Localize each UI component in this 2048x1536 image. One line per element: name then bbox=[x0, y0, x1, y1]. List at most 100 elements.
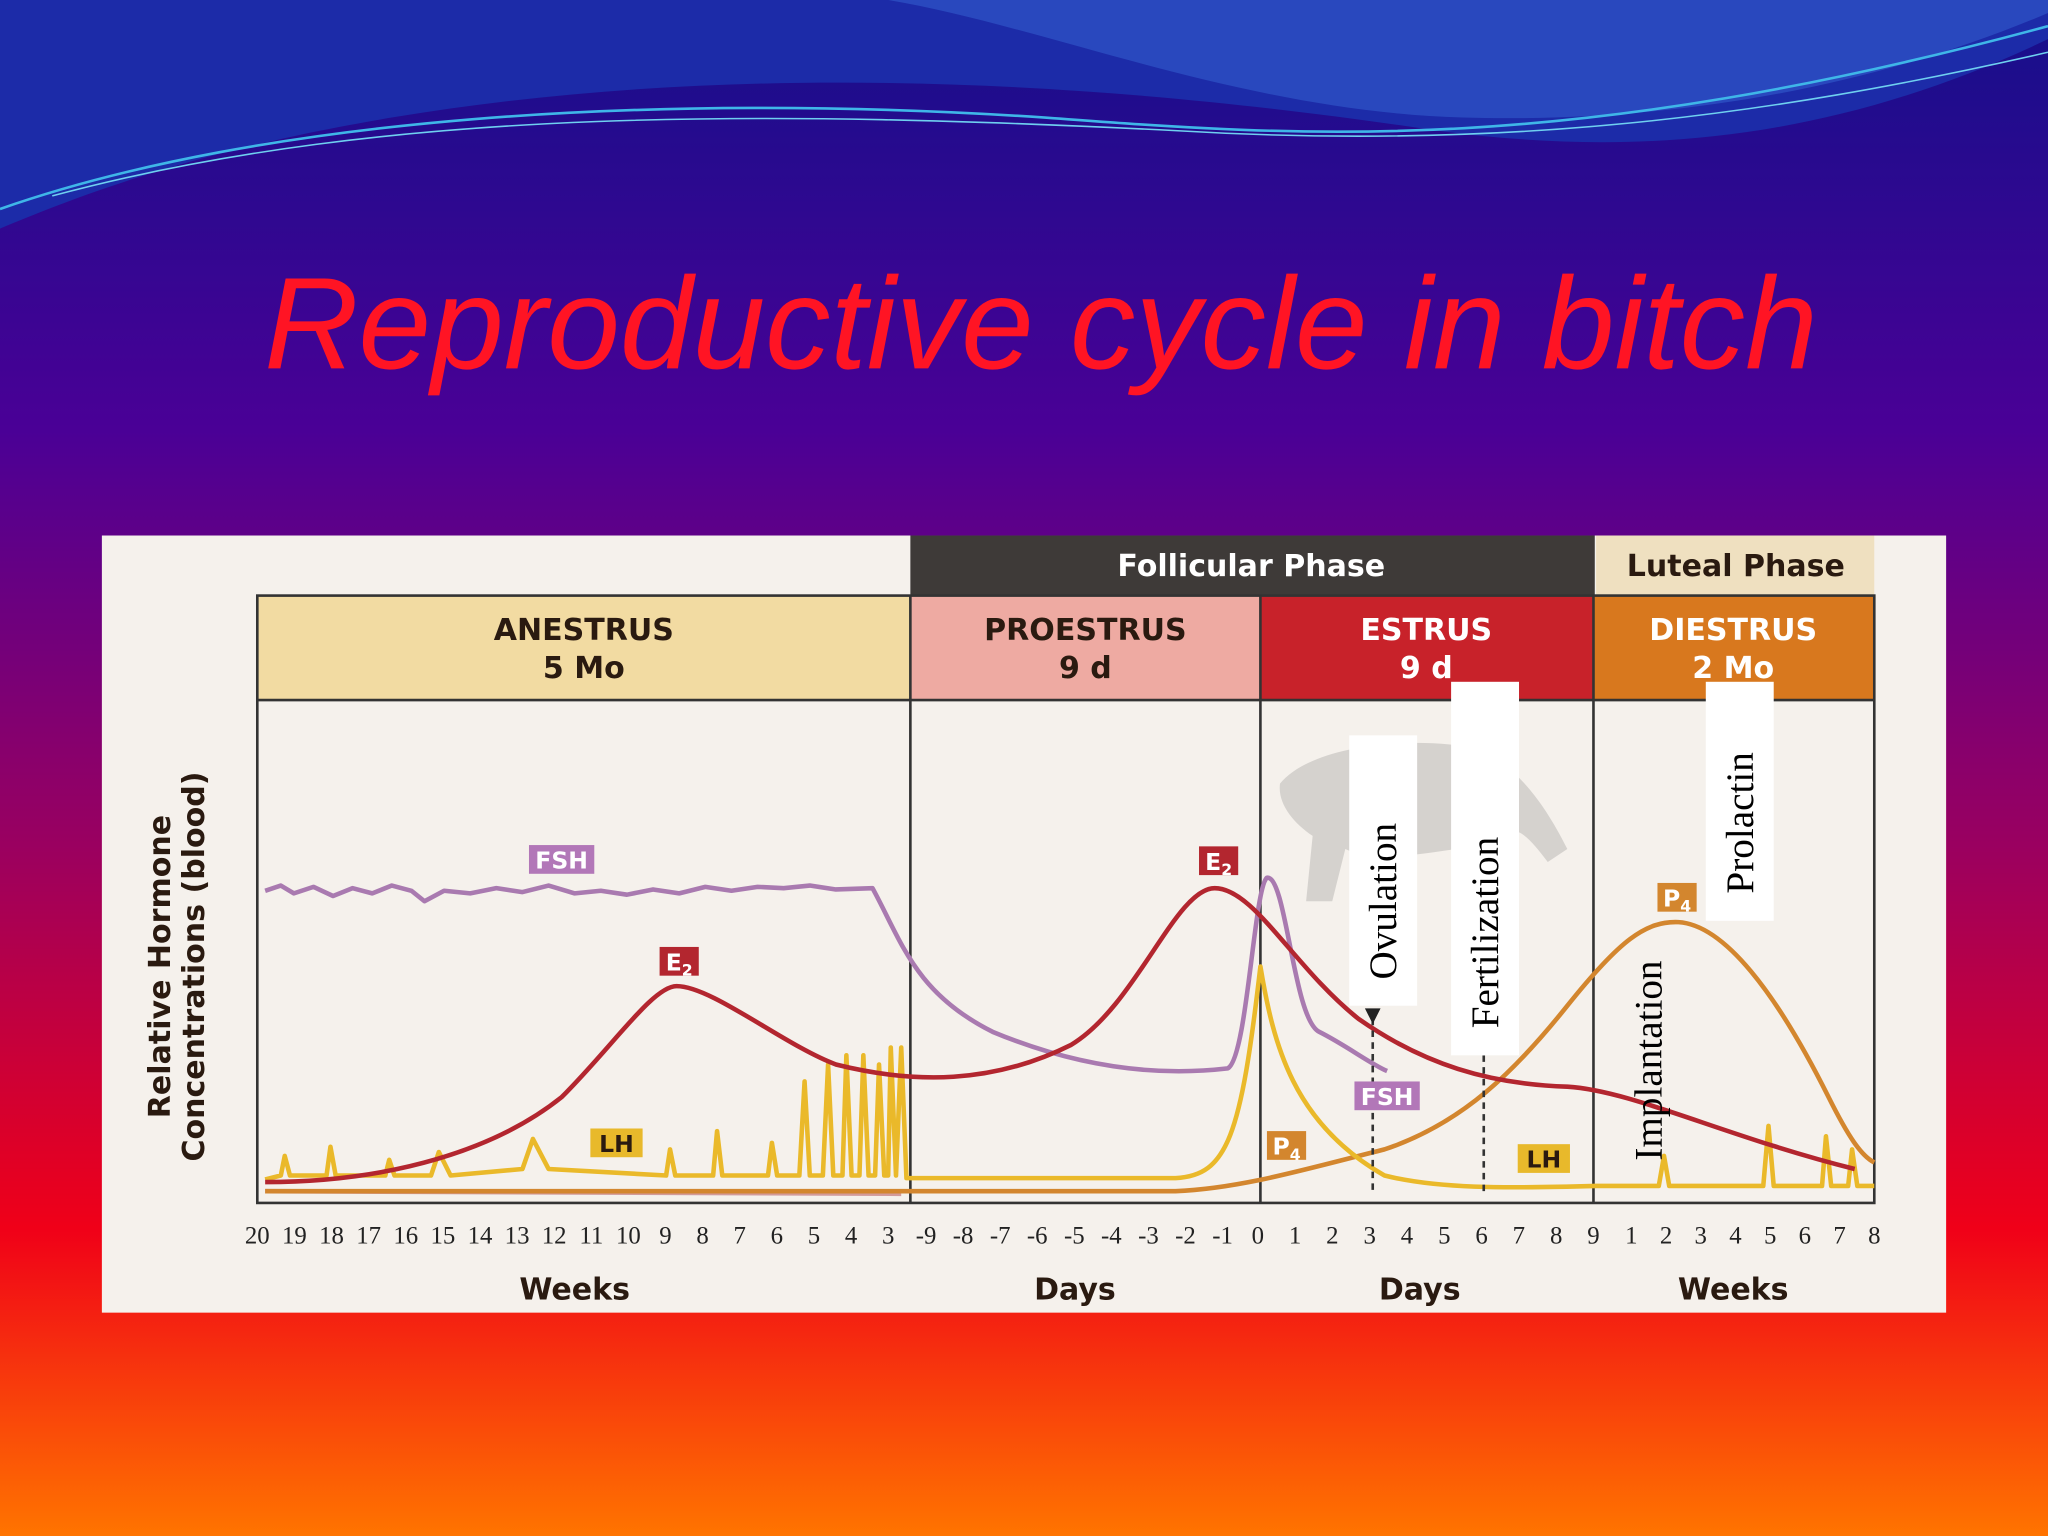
hormone-label: FSH bbox=[1361, 1083, 1414, 1111]
phase-label: Luteal Phase bbox=[1627, 549, 1845, 584]
tick-label: 19 bbox=[282, 1222, 307, 1249]
tick-label: 11 bbox=[579, 1222, 603, 1249]
tick-label: 16 bbox=[393, 1222, 418, 1249]
tick-label: 15 bbox=[430, 1222, 455, 1249]
hormone-tag bbox=[528, 845, 595, 874]
tick-label: 12 bbox=[542, 1222, 567, 1249]
figure: Follicular Phase Luteal Phase ANESTRUS5 … bbox=[101, 535, 1947, 1313]
annotation: Implantation bbox=[1627, 960, 1670, 1160]
hormone-label: LH bbox=[599, 1130, 634, 1158]
annotation-box bbox=[1705, 681, 1774, 921]
tick-label: 18 bbox=[319, 1222, 344, 1249]
stage-duration: 9 d bbox=[1400, 651, 1453, 686]
stage-name: DIESTRUS bbox=[1649, 613, 1817, 648]
hormone-subscript: 2 bbox=[1221, 860, 1232, 879]
annotation-box bbox=[1451, 681, 1520, 1056]
tick-label: 13 bbox=[505, 1222, 530, 1249]
hormone-name: P bbox=[1663, 884, 1680, 912]
annotation: Prolactin bbox=[1719, 752, 1762, 893]
phase-label: Follicular Phase bbox=[1117, 549, 1385, 584]
hormone-label: P4 bbox=[1663, 884, 1691, 915]
hormone-tag bbox=[1199, 846, 1239, 876]
tick-label: 5 bbox=[1438, 1222, 1450, 1249]
hormone-name: FSH bbox=[1361, 1083, 1414, 1111]
stage-name: PROESTRUS bbox=[984, 613, 1186, 648]
tick-label: -9 bbox=[916, 1222, 937, 1249]
tick-label: 9 bbox=[1587, 1222, 1599, 1249]
tick-label: 1 bbox=[1625, 1222, 1637, 1249]
tick-label: 8 bbox=[1550, 1222, 1562, 1249]
lh-curve bbox=[264, 964, 1875, 1190]
stage-name: ESTRUS bbox=[1360, 613, 1492, 648]
hormone-tag bbox=[1266, 1131, 1307, 1160]
axis-label: Weeks bbox=[519, 1273, 630, 1308]
tick-label: -1 bbox=[1212, 1222, 1233, 1249]
hormone-label: E2 bbox=[666, 948, 693, 979]
hormone-subscript: 2 bbox=[682, 961, 693, 980]
stage-box bbox=[257, 595, 911, 701]
tick-label: 9 bbox=[659, 1222, 671, 1249]
arrow-head bbox=[1364, 1008, 1381, 1024]
tick-label: 10 bbox=[616, 1222, 641, 1249]
hormone-name: P bbox=[1272, 1133, 1289, 1161]
tick-label: 6 bbox=[771, 1222, 783, 1249]
hormone-name: LH bbox=[1527, 1146, 1562, 1174]
fsh-curve bbox=[264, 875, 1389, 1074]
tick-label: 3 bbox=[1695, 1222, 1707, 1249]
hormone-tag bbox=[659, 946, 699, 976]
hormone-label: FSH bbox=[535, 847, 588, 875]
tick-label: -2 bbox=[1175, 1222, 1196, 1249]
tick-label: 2 bbox=[1660, 1222, 1672, 1249]
tick-label: -4 bbox=[1101, 1222, 1122, 1249]
tick-label: 5 bbox=[808, 1222, 820, 1249]
tick-label: -6 bbox=[1027, 1222, 1048, 1249]
hormone-label: E2 bbox=[1205, 848, 1232, 879]
hormone-label: LH bbox=[1527, 1146, 1562, 1174]
tick-label: -7 bbox=[990, 1222, 1011, 1249]
tick-label: 0 bbox=[1252, 1222, 1264, 1249]
hormone-name: LH bbox=[599, 1130, 634, 1158]
annotation: Fertilization bbox=[1464, 837, 1507, 1028]
tick-label: 7 bbox=[1513, 1222, 1525, 1249]
axis-label: Days bbox=[1379, 1273, 1461, 1308]
stage-duration: 5 Mo bbox=[543, 651, 625, 686]
y-axis-label: Relative Hormone bbox=[143, 815, 178, 1118]
tick-label: 2 bbox=[1326, 1222, 1338, 1249]
tick-label: -5 bbox=[1064, 1222, 1085, 1249]
tick-label: 7 bbox=[734, 1222, 746, 1249]
tick-label: 17 bbox=[356, 1222, 381, 1249]
stage-duration: 2 Mo bbox=[1692, 651, 1774, 686]
stage-box bbox=[910, 595, 1261, 701]
tick-label: 5 bbox=[1764, 1222, 1776, 1249]
tick-label: 4 bbox=[1729, 1222, 1742, 1249]
stage-box bbox=[1260, 595, 1594, 701]
tick-label: 20 bbox=[245, 1222, 270, 1249]
plot-frame bbox=[255, 594, 1876, 1205]
tick-label: 8 bbox=[696, 1222, 708, 1249]
hormone-name: E bbox=[1205, 848, 1221, 876]
top-wave-light bbox=[0, 0, 2048, 119]
hormone-name: FSH bbox=[535, 847, 588, 875]
axis-label: Days bbox=[1034, 1273, 1116, 1308]
hormone-name: E bbox=[666, 948, 682, 976]
hormone-subscript: 4 bbox=[1680, 897, 1691, 916]
tick-label: 3 bbox=[1363, 1222, 1375, 1249]
p4-curve bbox=[265, 919, 1876, 1194]
tick-label: -3 bbox=[1138, 1222, 1159, 1249]
wave-line bbox=[0, 24, 2048, 211]
axis-label: Weeks bbox=[1678, 1273, 1789, 1308]
tick-label: 6 bbox=[1475, 1222, 1487, 1249]
hormone-label: P4 bbox=[1272, 1133, 1300, 1164]
tick-label: -8 bbox=[953, 1222, 974, 1249]
tick-label: 7 bbox=[1833, 1222, 1845, 1249]
tick-label: 1 bbox=[1289, 1222, 1301, 1249]
tick-label: 14 bbox=[468, 1222, 493, 1249]
annotation: Ovulation bbox=[1362, 823, 1405, 980]
stage-name: ANESTRUS bbox=[494, 613, 674, 648]
hormone-tag bbox=[1517, 1144, 1570, 1173]
wave-line bbox=[52, 51, 2048, 197]
luteal-header bbox=[1596, 535, 1875, 596]
tick-label: 4 bbox=[1401, 1222, 1414, 1249]
stage-duration: 9 d bbox=[1059, 651, 1112, 686]
hormone-tag bbox=[590, 1128, 643, 1158]
